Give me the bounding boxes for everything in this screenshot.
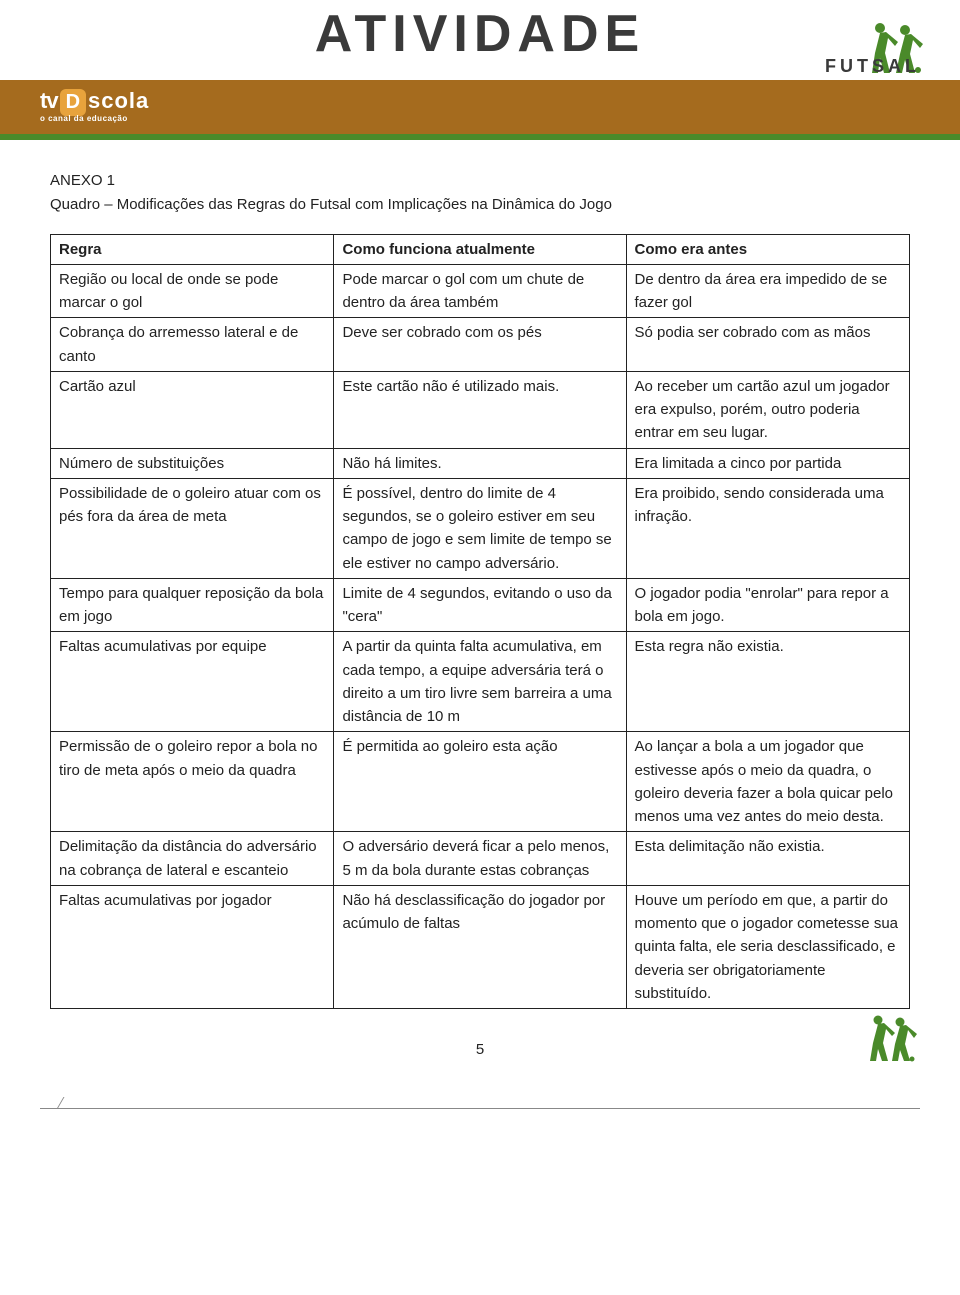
table-cell: Cartão azul (51, 371, 334, 448)
footer-line (40, 1108, 920, 1109)
table-cell: Não há limites. (334, 448, 626, 478)
table-cell: A partir da quinta falta acumulativa, em… (334, 632, 626, 732)
anexo-title: ANEXO 1 (50, 170, 910, 192)
table-cell: É possível, dentro do limite de 4 segund… (334, 478, 626, 578)
page-title: ATIVIDADE (0, 0, 960, 64)
content-area: ANEXO 1 Quadro – Modificações das Regras… (0, 140, 960, 1081)
table-cell: Era limitada a cinco por partida (626, 448, 909, 478)
table-cell: Esta regra não existia. (626, 632, 909, 732)
table-cell: Delimitação da distância do adversário n… (51, 832, 334, 886)
table-cell: Pode marcar o gol com um chute de dentro… (334, 264, 626, 318)
logo-scola: scola (88, 88, 149, 113)
table-header-row: Regra Como funciona atualmente Como era … (51, 234, 910, 264)
page-number: 5 (50, 1039, 910, 1061)
futsal-label: FUTSAL (825, 56, 920, 77)
footer-decoration (0, 1081, 960, 1121)
table-cell: Deve ser cobrado com os pés (334, 318, 626, 372)
player-icon-bottom (860, 1011, 920, 1071)
anexo-subtitle: Quadro – Modificações das Regras do Futs… (50, 194, 910, 216)
table-cell: O jogador podia "enrolar" para repor a b… (626, 578, 909, 632)
table-cell: Ao lançar a bola a um jogador que estive… (626, 732, 909, 832)
table-cell: De dentro da área era impedido de se faz… (626, 264, 909, 318)
table-cell: Permissão de o goleiro repor a bola no t… (51, 732, 334, 832)
header-band: ATIVIDADE (0, 0, 960, 80)
table-header: Como era antes (626, 234, 909, 264)
table-cell: Número de substituições (51, 448, 334, 478)
table-cell: Ao receber um cartão azul um jogador era… (626, 371, 909, 448)
table-row: Possibilidade de o goleiro atuar com os … (51, 478, 910, 578)
table-header: Regra (51, 234, 334, 264)
table-cell: Só podia ser cobrado com as mãos (626, 318, 909, 372)
logo-d: D (60, 89, 86, 116)
logo-subtitle: o canal da educação (40, 114, 149, 123)
table-cell: Possibilidade de o goleiro atuar com os … (51, 478, 334, 578)
table-cell: Esta delimitação não existia. (626, 832, 909, 886)
table-cell: Faltas acumulativas por jogador (51, 885, 334, 1008)
tvescola-logo: tvDscola o canal da educação (40, 88, 149, 123)
table-cell: Este cartão não é utilizado mais. (334, 371, 626, 448)
table-cell: Região ou local de onde se pode marcar o… (51, 264, 334, 318)
table-row: Cartão azulEste cartão não é utilizado m… (51, 371, 910, 448)
table-row: Delimitação da distância do adversário n… (51, 832, 910, 886)
table-row: Permissão de o goleiro repor a bola no t… (51, 732, 910, 832)
table-row: Número de substituiçõesNão há limites.Er… (51, 448, 910, 478)
table-cell: Não há desclassificação do jogador por a… (334, 885, 626, 1008)
table-row: Região ou local de onde se pode marcar o… (51, 264, 910, 318)
table-row: Faltas acumulativas por jogadorNão há de… (51, 885, 910, 1008)
table-row: Cobrança do arremesso lateral e de canto… (51, 318, 910, 372)
brown-band: FUTSAL tvDscola o canal da educação (0, 80, 960, 140)
rules-table: Regra Como funciona atualmente Como era … (50, 234, 910, 1010)
table-cell: Limite de 4 segundos, evitando o uso da … (334, 578, 626, 632)
table-cell: Houve um período em que, a partir do mom… (626, 885, 909, 1008)
table-cell: Cobrança do arremesso lateral e de canto (51, 318, 334, 372)
table-cell: É permitida ao goleiro esta ação (334, 732, 626, 832)
table-header: Como funciona atualmente (334, 234, 626, 264)
table-cell: O adversário deverá ficar a pelo menos, … (334, 832, 626, 886)
table-row: Tempo para qualquer reposição da bola em… (51, 578, 910, 632)
table-cell: Faltas acumulativas por equipe (51, 632, 334, 732)
table-cell: Tempo para qualquer reposição da bola em… (51, 578, 334, 632)
table-cell: Era proibido, sendo considerada uma infr… (626, 478, 909, 578)
table-row: Faltas acumulativas por equipeA partir d… (51, 632, 910, 732)
logo-tv: tv (40, 88, 58, 113)
